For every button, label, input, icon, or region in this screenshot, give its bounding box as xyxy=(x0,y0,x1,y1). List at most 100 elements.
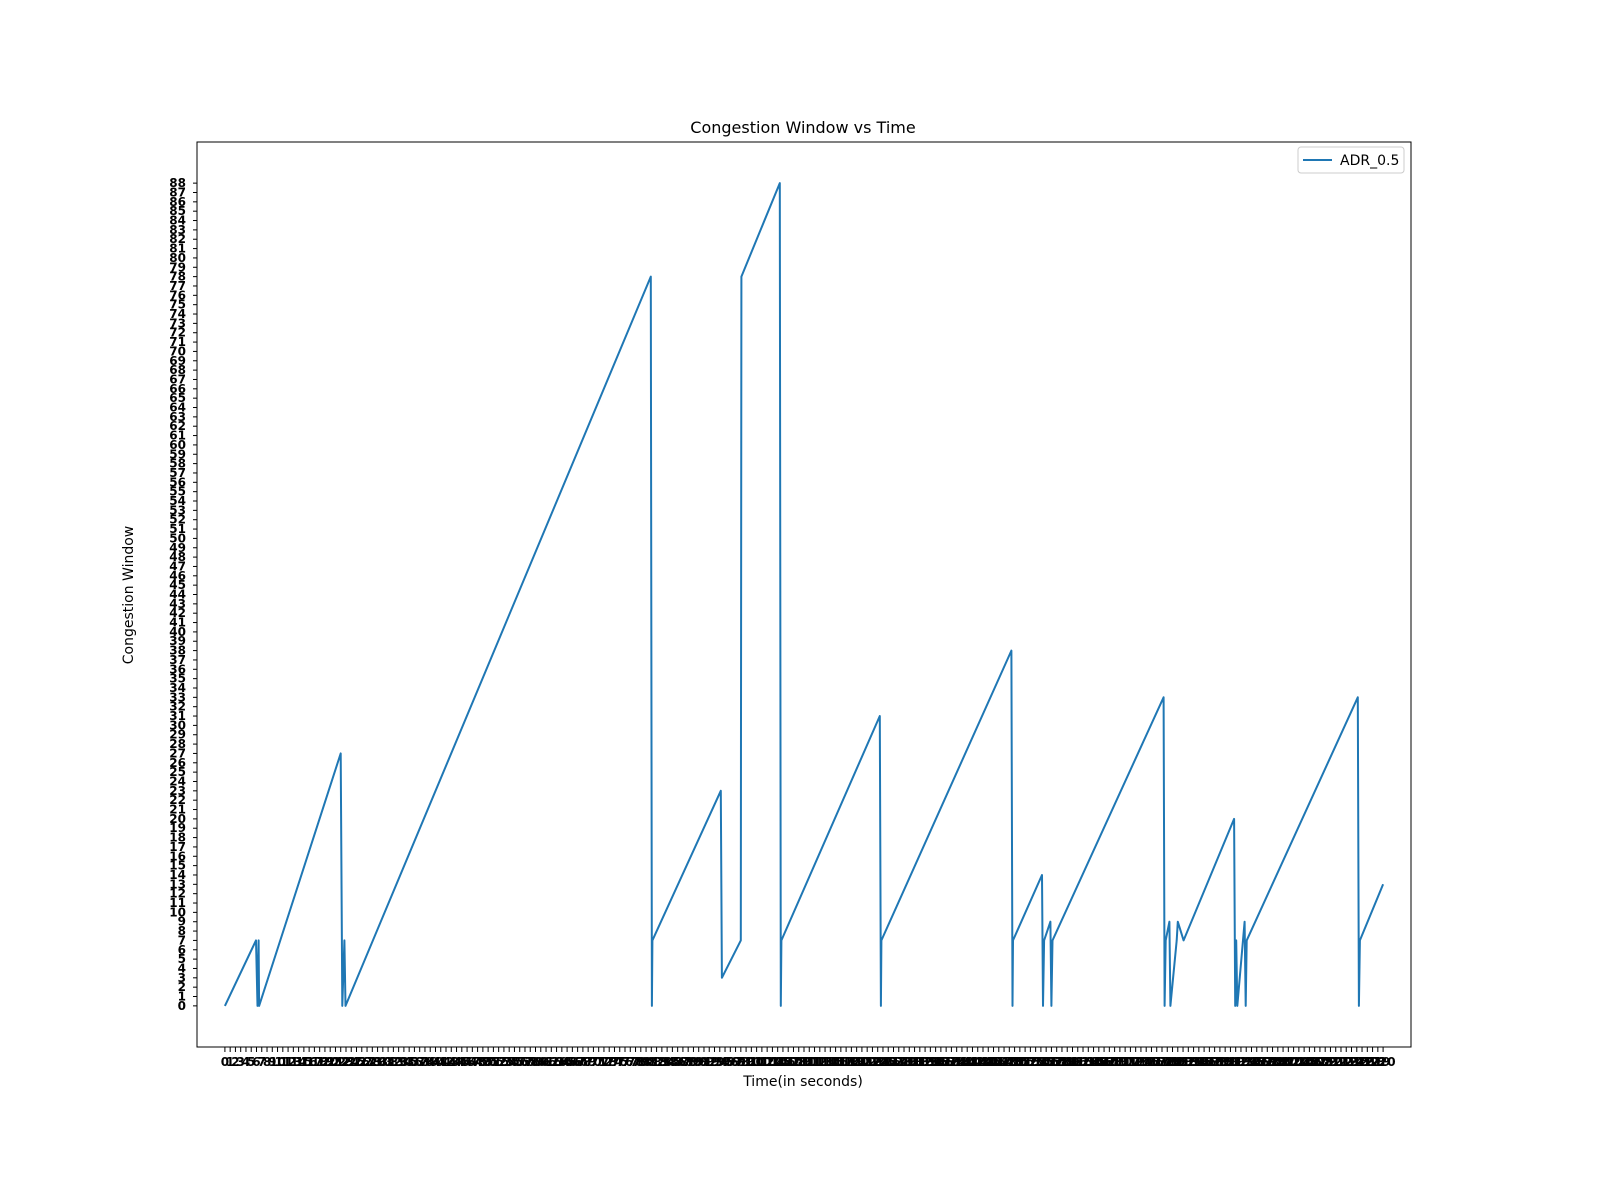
y-tick-label: 57 xyxy=(169,466,186,480)
x-tick-label: 141 xyxy=(955,1055,980,1069)
plot-frame xyxy=(196,141,1412,1048)
x-tick-label: 40 xyxy=(427,1055,444,1069)
y-tick-label: 48 xyxy=(169,550,186,564)
x-tick-label: 103 xyxy=(755,1055,780,1069)
x-tick-label: 23 xyxy=(338,1055,355,1069)
x-tick-label: 84 xyxy=(659,1055,676,1069)
x-tick-label: 172 xyxy=(1118,1055,1143,1069)
x-tick-label: 88 xyxy=(680,1055,697,1069)
x-tick-label: 16 xyxy=(301,1055,318,1069)
x-tick-label: 207 xyxy=(1302,1055,1327,1069)
y-tick-label: 46 xyxy=(169,569,186,583)
y-tick-label: 1 xyxy=(178,990,186,1004)
x-tick-label: 66 xyxy=(564,1055,581,1069)
x-tick-label: 87 xyxy=(675,1055,692,1069)
x-tick-label: 131 xyxy=(902,1055,927,1069)
y-tick-label: 60 xyxy=(169,438,186,452)
x-tick-label: 73 xyxy=(601,1055,618,1069)
y-tick-label: 6 xyxy=(178,943,186,957)
x-tick-label: 119 xyxy=(839,1055,864,1069)
y-tick-label: 2 xyxy=(178,980,186,994)
x-tick-label: 69 xyxy=(580,1055,597,1069)
x-tick-label: 176 xyxy=(1139,1055,1164,1069)
x-tick-label: 29 xyxy=(369,1055,386,1069)
y-axis-ticks: 0123456789101112131415161718192021222324… xyxy=(169,176,197,1013)
x-tick-label: 8 xyxy=(263,1055,271,1069)
y-tick-label: 44 xyxy=(169,588,186,602)
x-tick-label: 80 xyxy=(638,1055,655,1069)
x-tick-label: 32 xyxy=(385,1055,402,1069)
y-tick-label: 34 xyxy=(169,681,186,695)
x-tick-label: 117 xyxy=(828,1055,853,1069)
x-tick-label: 183 xyxy=(1176,1055,1201,1069)
y-tick-label: 80 xyxy=(169,251,186,265)
x-tick-label: 57 xyxy=(517,1055,534,1069)
y-tick-label: 49 xyxy=(169,541,186,555)
y-tick-label: 65 xyxy=(169,391,186,405)
x-tick-label: 120 xyxy=(844,1055,869,1069)
x-tick-label: 91 xyxy=(696,1055,713,1069)
x-tick-label: 127 xyxy=(881,1055,906,1069)
x-tick-label: 220 xyxy=(1371,1055,1396,1069)
x-tick-label: 101 xyxy=(744,1055,769,1069)
x-tick-label: 72 xyxy=(596,1055,613,1069)
x-tick-label: 219 xyxy=(1365,1055,1390,1069)
x-tick-label: 163 xyxy=(1070,1055,1095,1069)
y-tick-label: 76 xyxy=(169,288,186,302)
x-tick-label: 201 xyxy=(1271,1055,1296,1069)
x-tick-label: 202 xyxy=(1276,1055,1301,1069)
x-tick-label: 82 xyxy=(648,1055,665,1069)
x-tick-label: 185 xyxy=(1186,1055,1211,1069)
x-tick-label: 47 xyxy=(464,1055,481,1069)
x-tick-label: 171 xyxy=(1113,1055,1138,1069)
x-tick-label: 179 xyxy=(1155,1055,1180,1069)
x-tick-label: 155 xyxy=(1028,1055,1053,1069)
y-tick-label: 51 xyxy=(169,522,186,536)
x-tick-label: 7 xyxy=(258,1055,266,1069)
x-tick-label: 215 xyxy=(1344,1055,1369,1069)
x-tick-label: 110 xyxy=(791,1055,816,1069)
y-tick-label: 18 xyxy=(169,831,186,845)
x-tick-label: 190 xyxy=(1213,1055,1238,1069)
y-tick-label: 13 xyxy=(169,877,186,891)
plot-background xyxy=(197,142,1411,1047)
x-tick-label: 197 xyxy=(1249,1055,1274,1069)
x-tick-label: 55 xyxy=(506,1055,523,1069)
x-tick-label: 195 xyxy=(1239,1055,1264,1069)
y-tick-label: 85 xyxy=(169,204,186,218)
y-tick-label: 88 xyxy=(169,176,186,190)
x-tick-label: 9 xyxy=(268,1055,276,1069)
y-tick-label: 72 xyxy=(169,326,186,340)
x-tick-label: 24 xyxy=(343,1055,360,1069)
x-tick-label: 43 xyxy=(443,1055,460,1069)
x-tick-label: 146 xyxy=(981,1055,1006,1069)
x-tick-label: 60 xyxy=(532,1055,549,1069)
y-tick-label: 25 xyxy=(169,765,186,779)
y-tick-label: 30 xyxy=(169,718,186,732)
x-tick-label: 133 xyxy=(913,1055,938,1069)
y-tick-label: 38 xyxy=(169,644,186,658)
x-tick-label: 203 xyxy=(1281,1055,1306,1069)
x-tick-label: 211 xyxy=(1323,1055,1348,1069)
x-tick-label: 28 xyxy=(364,1055,381,1069)
x-tick-label: 10 xyxy=(269,1055,286,1069)
x-tick-label: 58 xyxy=(522,1055,539,1069)
x-tick-label: 44 xyxy=(448,1055,465,1069)
x-tick-label: 12 xyxy=(280,1055,297,1069)
y-tick-label: 3 xyxy=(178,971,186,985)
x-tick-label: 36 xyxy=(406,1055,423,1069)
x-tick-label: 145 xyxy=(976,1055,1001,1069)
x-tick-label: 56 xyxy=(511,1055,528,1069)
x-tick-label: 122 xyxy=(855,1055,880,1069)
y-tick-label: 32 xyxy=(169,700,186,714)
x-tick-label: 154 xyxy=(1023,1055,1048,1069)
x-tick-label: 114 xyxy=(813,1055,838,1069)
y-tick-label: 68 xyxy=(169,363,186,377)
x-tick-label: 14 xyxy=(290,1055,307,1069)
x-tick-label: 4 xyxy=(242,1055,250,1069)
x-tick-label: 21 xyxy=(327,1055,344,1069)
x-tick-label: 186 xyxy=(1192,1055,1217,1069)
x-tick-label: 65 xyxy=(559,1055,576,1069)
series-lines xyxy=(223,182,1385,1007)
y-tick-label: 86 xyxy=(169,195,186,209)
